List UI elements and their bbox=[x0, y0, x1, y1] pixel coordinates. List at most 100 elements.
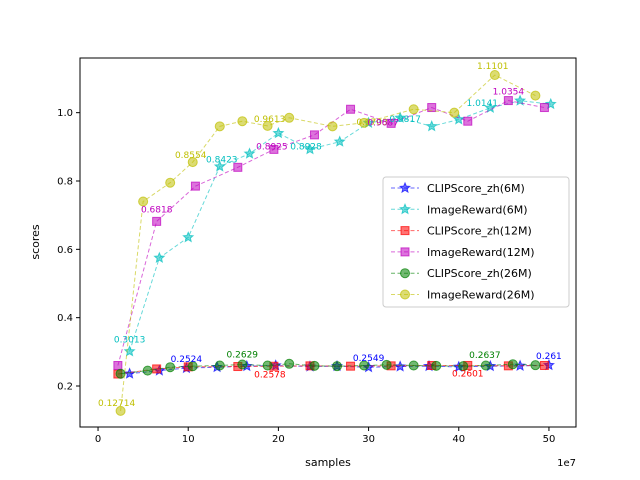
data-label: 0.261 bbox=[536, 352, 562, 362]
data-point bbox=[187, 361, 198, 372]
legend-label: CLIPScore_zh(26M) bbox=[427, 267, 532, 280]
data-point bbox=[359, 117, 370, 128]
data-point bbox=[153, 251, 166, 263]
data-point bbox=[309, 130, 319, 140]
data-label: 1.0141 bbox=[467, 99, 499, 109]
data-label: 0.9613 bbox=[254, 115, 286, 125]
legend-entry: ImageReward(26M) bbox=[391, 289, 535, 302]
data-point bbox=[394, 111, 407, 123]
data-point bbox=[449, 107, 460, 118]
data-label: 0.8925 bbox=[256, 142, 288, 152]
x-tick-label: 50 bbox=[543, 434, 556, 445]
axes-frame bbox=[79, 57, 577, 428]
legend-marker bbox=[400, 289, 410, 300]
data-label: 0.8423 bbox=[206, 156, 238, 166]
legend-marker bbox=[400, 268, 410, 279]
data-label: 0.8554 bbox=[175, 151, 207, 161]
legend-label: CLIPScore_zh(6M) bbox=[427, 182, 525, 195]
data-point bbox=[530, 360, 541, 371]
data-point bbox=[165, 177, 176, 188]
data-label: 0.9703 bbox=[356, 118, 388, 128]
data-point bbox=[237, 116, 248, 127]
data-point bbox=[489, 70, 500, 81]
legend-entry: CLIPScore_zh(26M) bbox=[391, 267, 532, 280]
data-point bbox=[427, 103, 437, 113]
legend-marker bbox=[400, 247, 410, 257]
data-point bbox=[539, 361, 549, 370]
data-point bbox=[115, 405, 126, 416]
data-label: 0.2578 bbox=[254, 370, 286, 380]
data-labels: 0.3013 0.12714 0.6818 0.8554 0.8423 0.9613 0.8… bbox=[98, 62, 562, 409]
data-label: 0.2549 bbox=[353, 354, 385, 364]
data-label: 0.9687 bbox=[367, 118, 399, 128]
data-point bbox=[539, 103, 549, 113]
data-label: 0.12714 bbox=[98, 399, 135, 409]
data-label: 0.2637 bbox=[469, 351, 501, 361]
x-tick-label: 40 bbox=[452, 434, 465, 445]
legend-entry: ImageReward(6M) bbox=[391, 202, 528, 216]
data-point bbox=[237, 359, 248, 370]
data-point bbox=[262, 120, 273, 131]
data-point bbox=[123, 345, 136, 357]
data-point bbox=[381, 359, 392, 370]
data-point bbox=[480, 360, 491, 371]
legend-label: ImageReward(6M) bbox=[427, 203, 528, 216]
data-label: 0.9817 bbox=[389, 115, 421, 125]
series-line bbox=[120, 74, 536, 411]
axis-ticks: 0 10 20 30 40 50 0.2 0.4 0.6 0.8 1.0 bbox=[57, 108, 555, 445]
data-point bbox=[333, 135, 346, 147]
x-axis-multiplier: 1e7 bbox=[557, 458, 576, 469]
data-point bbox=[309, 360, 320, 371]
legend-label: CLIPScore_zh(12M) bbox=[427, 225, 532, 238]
series-4 bbox=[115, 358, 541, 379]
data-point bbox=[408, 104, 419, 115]
data-point bbox=[214, 360, 225, 371]
data-label: 0.6818 bbox=[141, 205, 173, 215]
legend-entry: CLIPScore_zh(12M) bbox=[391, 225, 532, 238]
y-tick-label: 1.0 bbox=[57, 108, 73, 119]
legend-marker bbox=[400, 226, 410, 236]
data-point bbox=[303, 142, 316, 155]
data-label: 1.1101 bbox=[477, 62, 509, 72]
y-axis-label: scores bbox=[29, 224, 42, 260]
data-point bbox=[113, 361, 123, 370]
y-tick-label: 0.2 bbox=[57, 382, 73, 393]
y-tick-label: 0.8 bbox=[57, 177, 73, 188]
data-point bbox=[187, 157, 198, 168]
data-label: 0.3013 bbox=[114, 335, 146, 345]
data-point bbox=[233, 162, 243, 172]
legend-entry: ImageReward(12M) bbox=[391, 246, 535, 259]
x-axis-label: samples bbox=[305, 456, 351, 469]
data-point bbox=[284, 358, 295, 369]
legend-marker bbox=[399, 202, 411, 215]
data-point bbox=[115, 368, 126, 379]
legend-box bbox=[382, 176, 570, 308]
data-point bbox=[165, 362, 176, 373]
data-point bbox=[190, 181, 200, 191]
data-label: 1.0354 bbox=[493, 88, 525, 98]
legend-label: ImageReward(26M) bbox=[427, 289, 535, 302]
x-tick-label: 30 bbox=[362, 434, 375, 445]
data-label: 0.8928 bbox=[290, 142, 322, 152]
series-5 bbox=[115, 70, 541, 416]
y-tick-label: 0.6 bbox=[57, 245, 73, 256]
data-label: 0.2601 bbox=[452, 370, 484, 380]
x-tick-label: 10 bbox=[182, 434, 195, 445]
legend-marker bbox=[399, 181, 411, 194]
data-point bbox=[152, 216, 162, 226]
data-point bbox=[182, 231, 195, 243]
series-line bbox=[117, 364, 545, 375]
y-tick-label: 0.4 bbox=[57, 313, 73, 324]
data-point bbox=[386, 118, 396, 128]
plot-area: 0.3013 0.12714 0.6818 0.8554 0.8423 0.9613 0.8… bbox=[98, 62, 562, 416]
data-point bbox=[269, 144, 279, 154]
x-tick-label: 20 bbox=[272, 434, 285, 445]
data-point bbox=[142, 365, 153, 376]
data-point bbox=[431, 360, 442, 371]
legend-label: ImageReward(12M) bbox=[427, 246, 535, 259]
data-point bbox=[272, 126, 285, 139]
data-point bbox=[408, 360, 419, 371]
data-point bbox=[463, 116, 473, 126]
data-point bbox=[530, 90, 541, 101]
data-point bbox=[327, 121, 338, 132]
